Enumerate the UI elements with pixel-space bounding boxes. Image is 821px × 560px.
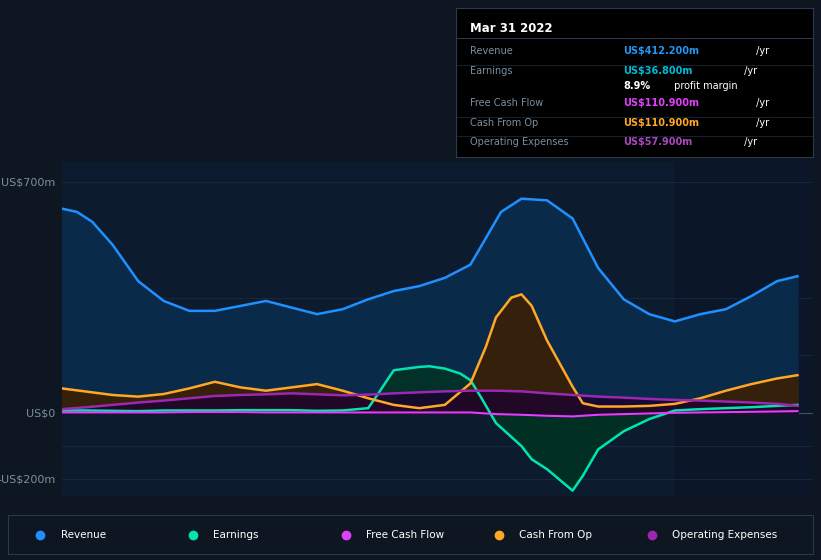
Text: Cash From Op: Cash From Op	[470, 118, 539, 128]
Text: /yr: /yr	[753, 46, 769, 57]
Text: US$57.900m: US$57.900m	[623, 137, 693, 147]
Text: US$36.800m: US$36.800m	[623, 66, 693, 76]
Text: 8.9%: 8.9%	[623, 81, 650, 91]
Text: /yr: /yr	[741, 137, 758, 147]
Text: US$110.900m: US$110.900m	[623, 118, 699, 128]
Text: 2020: 2020	[557, 516, 589, 529]
Text: US$700m: US$700m	[2, 177, 56, 187]
Text: 2022: 2022	[761, 516, 793, 529]
Text: Free Cash Flow: Free Cash Flow	[470, 99, 544, 109]
Text: US$412.200m: US$412.200m	[623, 46, 699, 57]
Text: profit margin: profit margin	[671, 81, 737, 91]
Text: Mar 31 2022: Mar 31 2022	[470, 22, 553, 35]
Text: 2018: 2018	[352, 516, 384, 529]
Text: 2019: 2019	[455, 516, 486, 529]
Bar	[675, 162, 813, 496]
Text: US$110.900m: US$110.900m	[623, 99, 699, 109]
Text: -US$200m: -US$200m	[0, 474, 56, 484]
Text: Revenue: Revenue	[61, 530, 106, 540]
Text: 2021: 2021	[659, 516, 690, 529]
Text: 2017: 2017	[250, 516, 282, 529]
Text: Operating Expenses: Operating Expenses	[470, 137, 569, 147]
Text: US$0: US$0	[26, 408, 56, 418]
Text: /yr: /yr	[753, 118, 769, 128]
Text: 2016: 2016	[148, 516, 180, 529]
Text: /yr: /yr	[741, 66, 758, 76]
Text: Earnings: Earnings	[213, 530, 259, 540]
Text: Revenue: Revenue	[470, 46, 512, 57]
Text: Free Cash Flow: Free Cash Flow	[366, 530, 444, 540]
Text: Earnings: Earnings	[470, 66, 512, 76]
Text: Cash From Op: Cash From Op	[519, 530, 592, 540]
Text: /yr: /yr	[753, 99, 769, 109]
Text: Operating Expenses: Operating Expenses	[672, 530, 777, 540]
